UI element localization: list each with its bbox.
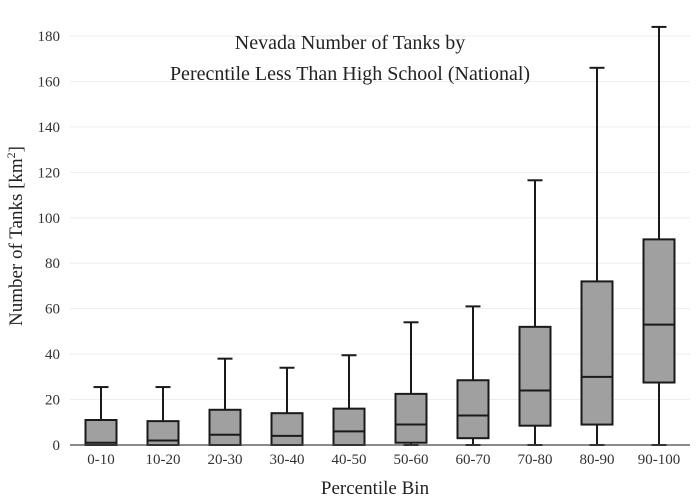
x-tick-label-80-90: 80-90 (580, 452, 615, 468)
x-tick-label-20-30: 20-30 (208, 452, 243, 468)
box-20-30 (208, 357, 242, 446)
box-70-80 (518, 179, 552, 446)
iqr-box (456, 379, 490, 440)
y-tick-label-100: 100 (38, 211, 61, 227)
x-tick-label-50-60: 50-60 (394, 452, 429, 468)
box-40-50 (332, 354, 366, 446)
box-30-40 (270, 366, 304, 447)
y-tick-label-160: 160 (38, 74, 61, 90)
box-60-70 (456, 305, 490, 446)
x-axis-title: Percentile Bin (321, 478, 430, 499)
y-tick-label-180: 180 (38, 29, 61, 45)
iqr-box (394, 392, 428, 444)
y-tick-label-60: 60 (45, 302, 60, 318)
chart-title-line-1: Nevada Number of Tanks by (235, 32, 465, 54)
iqr-box (332, 407, 366, 446)
box-80-90 (580, 66, 614, 446)
box-series (84, 25, 676, 447)
iqr-box (270, 412, 304, 447)
y-tick-label-40: 40 (45, 347, 60, 363)
x-tick-label-90-100: 90-100 (638, 452, 681, 468)
box-90-100 (642, 25, 676, 446)
iqr-box (84, 419, 118, 446)
y-tick-label-80: 80 (45, 256, 60, 272)
y-axis-title-main: Number of Tanks [km (6, 158, 27, 326)
x-tick-label-10-20: 10-20 (146, 452, 181, 468)
y-axis-title-superscript: 2 (4, 152, 18, 158)
box-10-20 (146, 386, 180, 446)
gridlines (70, 35, 690, 401)
y-axis-title: Number of Tanks [km2] (4, 146, 27, 326)
y-tick-labels: 0 20 40 60 80 100 120 140 160 180 (38, 29, 61, 454)
box-0-10 (84, 386, 118, 446)
x-tick-label-70-80: 70-80 (518, 452, 553, 468)
x-tick-label-0-10: 0-10 (87, 452, 115, 468)
iqr-box (580, 280, 614, 426)
y-tick-label-20: 20 (45, 393, 60, 409)
y-tick-label-120: 120 (38, 165, 61, 181)
x-tick-label-40-50: 40-50 (332, 452, 367, 468)
iqr-box (642, 238, 676, 384)
chart-title-line-2: Perecntile Less Than High School (Nation… (170, 63, 530, 85)
x-tick-label-30-40: 30-40 (270, 452, 305, 468)
box-50-60 (394, 321, 428, 446)
y-tick-label-0: 0 (53, 438, 61, 454)
x-tick-label-60-70: 60-70 (456, 452, 491, 468)
iqr-box (518, 325, 552, 427)
y-axis-title-close: ] (6, 146, 27, 152)
y-tick-label-140: 140 (38, 120, 61, 136)
x-tick-labels: 0-10 10-20 20-30 30-40 40-50 50-60 60-70 70-80 8… (87, 452, 680, 468)
iqr-box (208, 408, 242, 446)
